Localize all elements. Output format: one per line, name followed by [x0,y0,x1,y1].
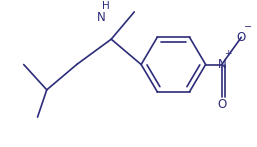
Text: N: N [96,11,105,24]
Text: N: N [217,58,226,71]
Text: H: H [102,1,109,11]
Text: −: − [244,22,252,32]
Text: O: O [217,98,226,111]
Text: +: + [224,49,231,58]
Text: O: O [237,31,246,44]
